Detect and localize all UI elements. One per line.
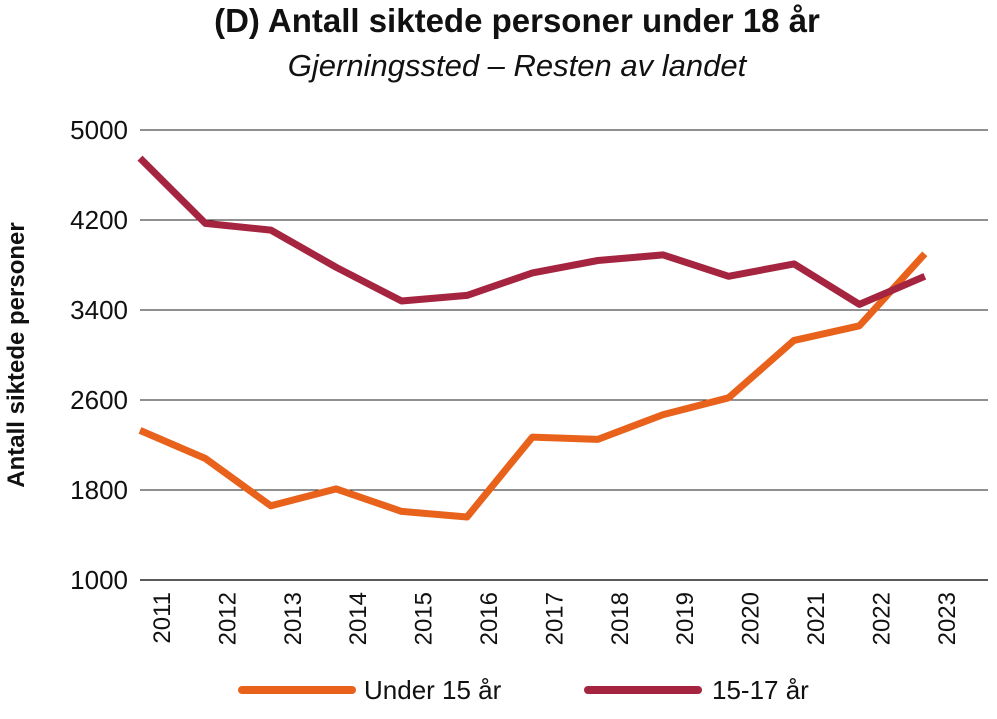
x-tick-label: 2021 bbox=[803, 592, 830, 645]
x-tick-label: 2018 bbox=[607, 592, 634, 645]
gridlines bbox=[140, 129, 988, 581]
x-tick-label: 2014 bbox=[345, 592, 372, 645]
y-tick-labels: 5000 4200 3400 2600 1800 1000 bbox=[70, 115, 128, 595]
series-line-15-17 bbox=[137, 155, 927, 308]
y-tick-label: 2600 bbox=[70, 385, 128, 415]
x-tick-label: 2020 bbox=[738, 592, 765, 645]
chart-subtitle: Gjerningssted – Resten av landet bbox=[288, 48, 748, 83]
y-axis-label: Antall siktede personer bbox=[3, 222, 30, 487]
x-tick-label: 2012 bbox=[214, 592, 241, 645]
y-tick-label: 5000 bbox=[70, 115, 128, 145]
legend: Under 15 år 15-17 år bbox=[238, 675, 809, 705]
series-lines bbox=[137, 155, 928, 521]
y-tick-label: 1800 bbox=[70, 475, 128, 505]
legend-label: 15-17 år bbox=[712, 675, 809, 705]
x-tick-label: 2022 bbox=[868, 592, 895, 645]
y-tick-label: 1000 bbox=[70, 565, 128, 595]
legend-label: Under 15 år bbox=[364, 675, 502, 705]
x-tick-label: 2017 bbox=[541, 592, 568, 645]
y-tick-label: 3400 bbox=[70, 295, 128, 325]
x-tick-label: 2019 bbox=[672, 592, 699, 645]
x-tick-labels: 2011 2012 2013 2014 2015 2016 2017 2018 2019 2020… bbox=[149, 592, 961, 645]
x-tick-label: 2016 bbox=[476, 592, 503, 645]
x-tick-label: 2011 bbox=[149, 592, 176, 644]
x-tick-label: 2023 bbox=[934, 592, 961, 645]
y-tick-label: 4200 bbox=[70, 205, 128, 235]
series-line-under-15 bbox=[138, 251, 928, 521]
x-tick-label: 2013 bbox=[280, 592, 307, 645]
x-tick-label: 2015 bbox=[411, 592, 438, 645]
chart-title: (D) Antall siktede personer under 18 år bbox=[214, 2, 820, 39]
